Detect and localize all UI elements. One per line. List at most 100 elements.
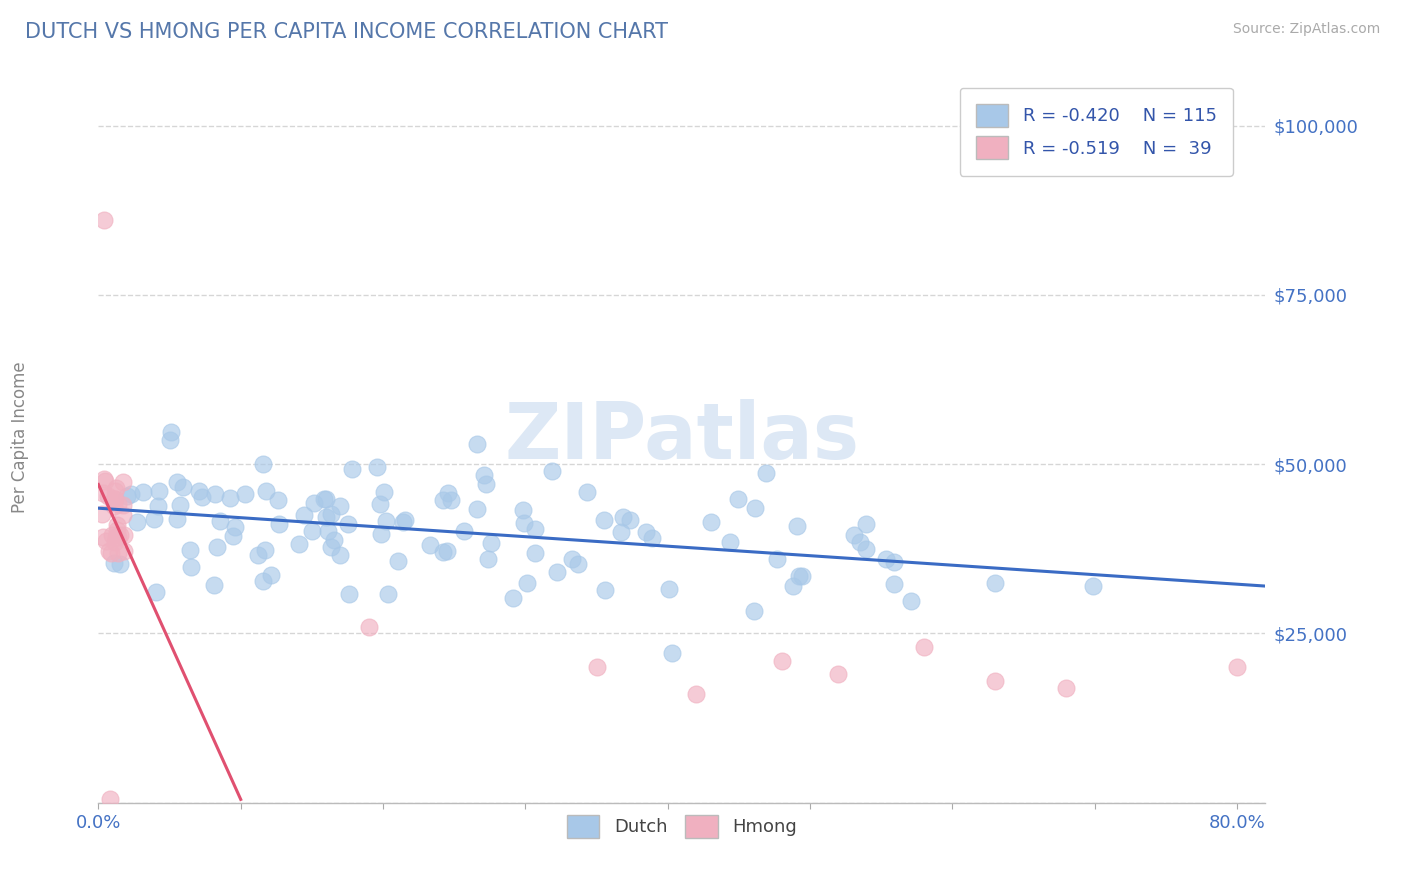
Point [394,513,416,527]
Point [593,583,616,598]
Point [370,526,392,541]
Point [111,475,134,489]
Point [319,541,342,555]
Point [567,557,589,571]
Point [844,528,866,542]
Point [93,213,115,227]
Point [432,492,454,507]
Point [166,475,188,489]
Point [97,490,120,504]
Point [207,540,229,554]
Point [477,552,499,566]
Point [247,548,270,562]
Point [541,464,564,478]
Point [107,530,129,544]
Point [453,524,475,539]
Point [744,500,766,515]
Point [523,545,546,559]
Point [94,475,117,489]
Point [465,437,488,451]
Point [125,515,148,529]
Point [336,517,359,532]
Point [91,486,114,500]
Point [329,548,352,562]
Point [855,541,877,556]
Point [233,486,256,500]
Point [218,491,240,506]
Point [172,480,194,494]
Point [984,673,1007,688]
Point [340,462,363,476]
Point [1226,660,1249,674]
Point [267,516,290,531]
Point [252,457,274,471]
Point [619,513,641,527]
Point [900,594,922,608]
Point [91,531,114,545]
Point [524,522,547,536]
Point [575,484,598,499]
Point [502,591,524,605]
Point [93,472,115,486]
Point [766,552,789,566]
Point [105,517,128,532]
Point [107,523,129,537]
Point [179,543,201,558]
Point [377,587,399,601]
Point [103,499,125,513]
Point [96,533,118,548]
Point [104,492,127,507]
Point [786,519,808,533]
Point [322,533,344,547]
Point [373,484,395,499]
Point [104,484,127,499]
Point [516,576,538,591]
Point [105,530,128,544]
Point [112,544,135,558]
Point [159,425,181,440]
Point [375,514,398,528]
Point [475,476,498,491]
Point [546,565,568,579]
Point [315,510,337,524]
Point [592,513,614,527]
Point [472,468,495,483]
Point [366,460,388,475]
Text: DUTCH VS HMONG PER CAPITA INCOME CORRELATION CHART: DUTCH VS HMONG PER CAPITA INCOME CORRELA… [25,22,668,42]
Point [685,688,707,702]
Point [148,483,170,498]
Point [301,524,323,538]
Point [204,487,226,501]
Point [117,489,139,503]
Point [848,535,870,549]
Point [432,544,454,558]
Point [292,508,315,522]
Point [108,528,131,542]
Point [368,497,391,511]
Point [202,578,225,592]
Point [1054,681,1077,695]
Point [120,487,142,501]
Point [191,490,214,504]
Point [855,516,877,531]
Point [145,584,167,599]
Point [111,508,134,522]
Point [357,620,380,634]
Point [984,576,1007,591]
Point [104,534,127,549]
Point [222,529,245,543]
Text: ZIPatlas: ZIPatlas [505,399,859,475]
Point [260,568,283,582]
Point [561,552,583,566]
Point [103,556,125,570]
Point [90,507,112,521]
Point [641,531,664,545]
Point [108,557,131,571]
Point [609,524,631,539]
Point [166,512,188,526]
Point [481,536,503,550]
Point [132,484,155,499]
Point [657,582,679,597]
Point [252,574,274,589]
Point [107,497,129,511]
